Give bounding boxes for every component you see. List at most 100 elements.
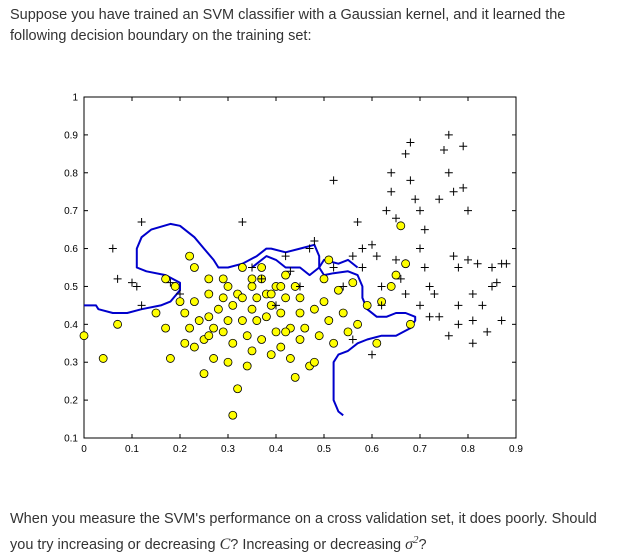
negative-point bbox=[199, 369, 209, 378]
y-tick-label: 0.6 bbox=[64, 244, 78, 255]
y-tick-label: 0.9 bbox=[64, 130, 78, 141]
negative-point bbox=[180, 308, 190, 318]
positive-point bbox=[348, 252, 357, 261]
negative-point bbox=[189, 263, 199, 272]
positive-point bbox=[305, 244, 314, 253]
x-tick-label: 0.6 bbox=[365, 444, 379, 455]
boundary-line-inner bbox=[251, 255, 359, 277]
question-followup: When you measure the SVM's performance o… bbox=[10, 509, 615, 556]
y-axis: 0.1 0.2 0.3 0.4 0.5 0.6 0.7 0.8 0.9 1 bbox=[64, 93, 516, 445]
negative-point bbox=[242, 361, 252, 371]
positive-point bbox=[286, 267, 295, 276]
positive-point bbox=[454, 301, 463, 310]
negative-point bbox=[309, 357, 319, 367]
negative-point bbox=[271, 327, 281, 337]
negative-point bbox=[237, 316, 247, 325]
positive-point bbox=[449, 252, 458, 261]
positive-point bbox=[401, 149, 410, 158]
negative-point bbox=[285, 354, 295, 363]
positive-point bbox=[137, 301, 146, 310]
negative-point bbox=[295, 308, 305, 318]
negative-examples bbox=[79, 221, 415, 420]
positive-point bbox=[387, 168, 396, 177]
negative-point bbox=[295, 293, 305, 303]
positive-point bbox=[444, 331, 453, 340]
positive-point bbox=[468, 316, 477, 325]
negative-point bbox=[161, 274, 171, 284]
positive-point bbox=[420, 225, 429, 234]
positive-point bbox=[468, 339, 477, 348]
x-tick-label: 0.5 bbox=[317, 444, 331, 455]
negative-point bbox=[343, 327, 353, 337]
positive-point bbox=[473, 259, 482, 268]
negative-point bbox=[228, 300, 238, 310]
positive-point bbox=[435, 312, 444, 321]
negative-point bbox=[295, 335, 305, 344]
x-tick-label: 0.1 bbox=[125, 444, 139, 455]
negative-point bbox=[319, 297, 329, 307]
positive-point bbox=[459, 142, 468, 151]
negative-point bbox=[161, 323, 171, 333]
negative-point bbox=[180, 338, 190, 348]
positive-point bbox=[468, 290, 477, 299]
y-tick-label: 0.4 bbox=[64, 320, 78, 331]
x-tick-label: 0.2 bbox=[173, 444, 187, 455]
followup-text-1: When you measure the SVM's performance o… bbox=[10, 511, 597, 553]
positive-point bbox=[406, 138, 415, 147]
negative-point bbox=[386, 282, 396, 291]
positive-point bbox=[449, 187, 458, 196]
negative-point bbox=[247, 274, 257, 284]
negative-point bbox=[213, 304, 223, 314]
negative-point bbox=[257, 263, 267, 272]
positive-point bbox=[392, 214, 400, 223]
x-tick-label: 0.4 bbox=[269, 444, 283, 455]
positive-point bbox=[339, 282, 348, 291]
positive-point bbox=[478, 301, 487, 310]
negative-point bbox=[324, 255, 334, 265]
positive-point bbox=[257, 274, 266, 283]
positive-point bbox=[296, 282, 304, 291]
negative-point bbox=[281, 327, 291, 337]
y-tick-label: 0.2 bbox=[64, 396, 78, 407]
positive-point bbox=[454, 320, 463, 329]
negative-point bbox=[223, 282, 233, 291]
symbol-sigma-exponent: 2 bbox=[413, 534, 419, 546]
positive-point bbox=[396, 274, 405, 283]
positive-point bbox=[368, 240, 376, 249]
negative-point bbox=[314, 331, 324, 341]
positive-point bbox=[113, 274, 122, 283]
positive-point bbox=[425, 282, 434, 291]
negative-point bbox=[204, 289, 214, 299]
negative-point bbox=[266, 289, 276, 299]
negative-point bbox=[237, 293, 247, 303]
positive-point bbox=[132, 282, 141, 291]
positive-point bbox=[128, 278, 136, 287]
symbol-c: C bbox=[219, 535, 231, 553]
negative-point bbox=[290, 372, 300, 382]
positive-point bbox=[238, 218, 247, 227]
positive-point bbox=[492, 278, 501, 287]
positive-point bbox=[459, 183, 468, 192]
positive-point bbox=[416, 244, 424, 253]
negative-point bbox=[189, 297, 199, 307]
y-tick-label: 0.7 bbox=[64, 206, 78, 217]
question-intro: Suppose you have trained an SVM classifi… bbox=[10, 7, 566, 44]
followup-text-2: ? Increasing or decreasing bbox=[230, 536, 406, 553]
positive-point bbox=[416, 206, 424, 215]
y-tick-label: 1 bbox=[72, 93, 78, 104]
positive-point bbox=[387, 187, 396, 196]
positive-point bbox=[488, 282, 496, 291]
positive-point bbox=[329, 263, 338, 272]
positive-point bbox=[382, 206, 391, 215]
positive-point bbox=[483, 327, 492, 336]
positive-examples bbox=[108, 130, 511, 359]
negative-point bbox=[401, 259, 411, 269]
positive-point bbox=[137, 218, 146, 227]
x-tick-label: 0.7 bbox=[413, 444, 427, 455]
positive-point bbox=[430, 290, 439, 299]
positive-point bbox=[377, 282, 386, 291]
positive-point bbox=[248, 263, 256, 272]
followup-text-3: ? bbox=[418, 536, 427, 553]
positive-point bbox=[377, 301, 386, 310]
positive-point bbox=[454, 263, 463, 272]
